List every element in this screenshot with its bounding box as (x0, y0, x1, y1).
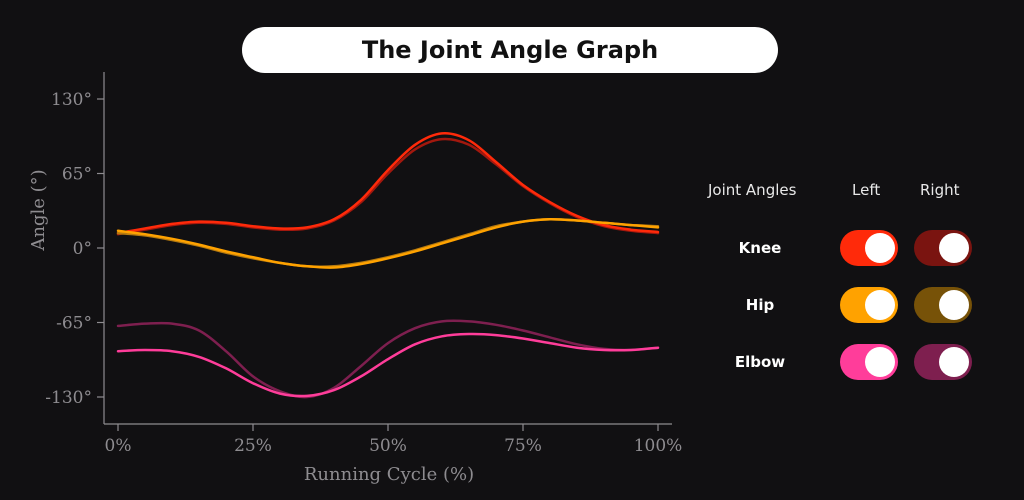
row-label-elbow: Elbow (734, 353, 786, 371)
toggle-elbow-left[interactable] (840, 344, 898, 380)
toggle-elbow-right[interactable] (914, 344, 972, 380)
chart-title: The Joint Angle Graph (242, 27, 778, 73)
toggle-knob (939, 290, 969, 320)
y-tick-label: -65° (56, 314, 92, 334)
x-tick-label: 0% (105, 436, 132, 456)
toggle-knee-right[interactable] (914, 230, 972, 266)
row-label-knee: Knee (738, 239, 782, 257)
series-line-elbow-left (116, 332, 660, 398)
row-label-hip: Hip (745, 296, 775, 314)
y-tick-label: 130° (51, 90, 92, 110)
series-line-knee-left (116, 132, 660, 235)
series-line-hip-left (116, 218, 660, 269)
series-line-hip-right (116, 218, 660, 268)
toggle-knob (865, 233, 895, 263)
x-tick-label: 75% (504, 436, 542, 456)
toggle-knob (865, 290, 895, 320)
toggle-hip-left[interactable] (840, 287, 898, 323)
x-tick-label: 100% (634, 436, 683, 456)
toggle-knob (939, 347, 969, 377)
right-column-header: Right (920, 181, 960, 199)
joint-angle-chart: 130° 65° 0° -65° -130° 0% 25% 50% 75% 100% Runnin… (28, 72, 683, 485)
y-axis-title: Angle (°) (28, 169, 49, 251)
y-tick-label: -130° (45, 388, 92, 408)
toggle-knob (865, 347, 895, 377)
joint-angles-header: Joint Angles (708, 181, 797, 199)
y-tick-label: 0° (73, 239, 92, 259)
toggle-knee-left[interactable] (840, 230, 898, 266)
series-line-elbow-right (116, 319, 660, 399)
toggle-knob (939, 233, 969, 263)
y-tick-label: 65° (62, 165, 92, 185)
x-tick-label: 25% (234, 436, 272, 456)
x-axis-title: Running Cycle (%) (304, 464, 474, 485)
toggle-hip-right[interactable] (914, 287, 972, 323)
left-column-header: Left (852, 181, 881, 199)
x-tick-label: 50% (369, 436, 407, 456)
